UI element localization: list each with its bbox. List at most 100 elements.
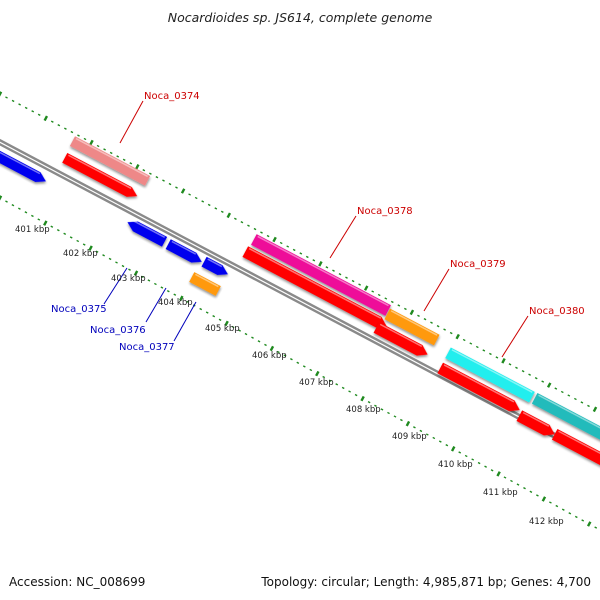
minor-tick	[205, 311, 209, 314]
minor-tick	[266, 234, 270, 238]
minor-tick	[516, 483, 520, 486]
minor-tick	[103, 148, 106, 151]
genome-summary-text: Topology: circular; Length: 4,985,871 bp…	[260, 575, 591, 589]
minor-tick	[188, 193, 191, 196]
minor-tick	[155, 176, 159, 179]
gene-red-right-edge	[551, 428, 600, 473]
genome-backbone	[0, 138, 600, 464]
minor-tick	[328, 379, 332, 382]
minor-tick	[11, 204, 15, 207]
minor-tick	[11, 99, 15, 103]
minor-tick	[393, 415, 397, 418]
minor-tick	[384, 297, 388, 300]
minor-tick	[240, 221, 244, 224]
minor-tick	[354, 393, 358, 397]
minor-tick	[515, 366, 518, 369]
minor-tick	[31, 110, 35, 113]
gene-highlight	[68, 154, 132, 190]
minor-tick	[374, 404, 377, 407]
major-tick	[133, 270, 139, 276]
minor-tick	[95, 250, 99, 253]
gene-noca-0380-cyan	[445, 347, 535, 403]
minor-tick	[290, 358, 293, 361]
minor-tick	[462, 338, 466, 342]
minor-tick	[168, 182, 172, 186]
minor-tick	[231, 325, 235, 329]
minor-tick	[555, 504, 559, 508]
minor-tick	[521, 370, 525, 373]
minor-tick	[122, 158, 126, 161]
minor-tick	[404, 307, 407, 311]
minor-tick	[477, 461, 481, 465]
gene-noca-0374-pink	[69, 136, 151, 186]
minor-tick	[417, 314, 420, 317]
kbp-label: 410 kbp	[438, 460, 473, 470]
minor-tick	[348, 390, 351, 393]
minor-tick	[76, 239, 80, 243]
minor-tick	[469, 342, 473, 345]
kbp-label: 408 kbp	[346, 405, 381, 415]
minor-tick	[212, 315, 216, 318]
leader-noca-0375	[103, 267, 128, 305]
minor-tick	[490, 469, 494, 472]
minor-tick	[108, 257, 112, 261]
gene-blue-left-edge	[0, 143, 46, 183]
gene-highlight	[171, 240, 197, 255]
minor-tick	[283, 354, 287, 357]
gene-highlight	[207, 258, 223, 268]
minor-tick	[549, 501, 552, 504]
minor-tick	[218, 318, 222, 321]
minor-tick	[305, 255, 309, 259]
kbp-label: 405 kbp	[205, 324, 240, 334]
major-tick	[226, 212, 232, 219]
gene-highlight	[451, 349, 533, 393]
gene-highlight	[522, 411, 550, 427]
minor-tick	[341, 386, 345, 390]
minor-tick	[436, 325, 440, 328]
major-tick	[88, 245, 93, 251]
minor-tick	[82, 243, 86, 246]
minor-tick	[201, 200, 205, 203]
major-tick	[315, 370, 320, 377]
minor-tick	[220, 210, 224, 213]
minor-tick	[121, 264, 125, 268]
minor-tick	[325, 266, 329, 269]
leader-noca-0378	[329, 215, 357, 259]
gene-highlight	[558, 430, 600, 465]
gene-label-noca-0375: Noca_0375	[51, 304, 107, 315]
outer-tick-ring	[0, 91, 598, 413]
gene-highlight	[0, 145, 41, 175]
minor-tick	[458, 451, 462, 454]
minor-tick	[581, 519, 585, 522]
gene-noca-0378-magenta	[251, 234, 391, 316]
minor-tick	[253, 227, 257, 231]
minor-tick	[332, 269, 335, 272]
minor-tick	[141, 275, 144, 278]
major-tick	[135, 164, 140, 170]
gene-features	[0, 136, 600, 473]
minor-tick	[529, 490, 533, 493]
minor-tick	[5, 96, 8, 99]
major-tick	[318, 261, 323, 267]
minor-tick	[413, 426, 416, 429]
minor-tick	[57, 124, 61, 127]
gene-name-labels: Noca_0374 Noca_0378 Noca_0379 Noca_0380 …	[51, 91, 585, 353]
gene-noca-0376-blue	[165, 239, 202, 263]
minor-tick	[102, 254, 105, 257]
major-tick	[0, 91, 3, 97]
minor-tick	[510, 479, 513, 483]
minor-tick	[149, 172, 152, 175]
minor-tick	[286, 245, 290, 248]
minor-tick	[96, 144, 100, 148]
gene-noca-0380-teal	[531, 392, 600, 442]
label-leaders	[103, 100, 529, 358]
minor-tick	[445, 444, 449, 447]
gene-highlight	[248, 247, 382, 319]
minor-tick	[309, 368, 313, 372]
minor-tick	[244, 332, 248, 336]
leader-noca-0377	[173, 301, 197, 342]
minor-tick	[251, 336, 254, 339]
minor-tick	[536, 494, 539, 497]
minor-tick	[495, 356, 499, 359]
minor-tick	[574, 515, 578, 519]
